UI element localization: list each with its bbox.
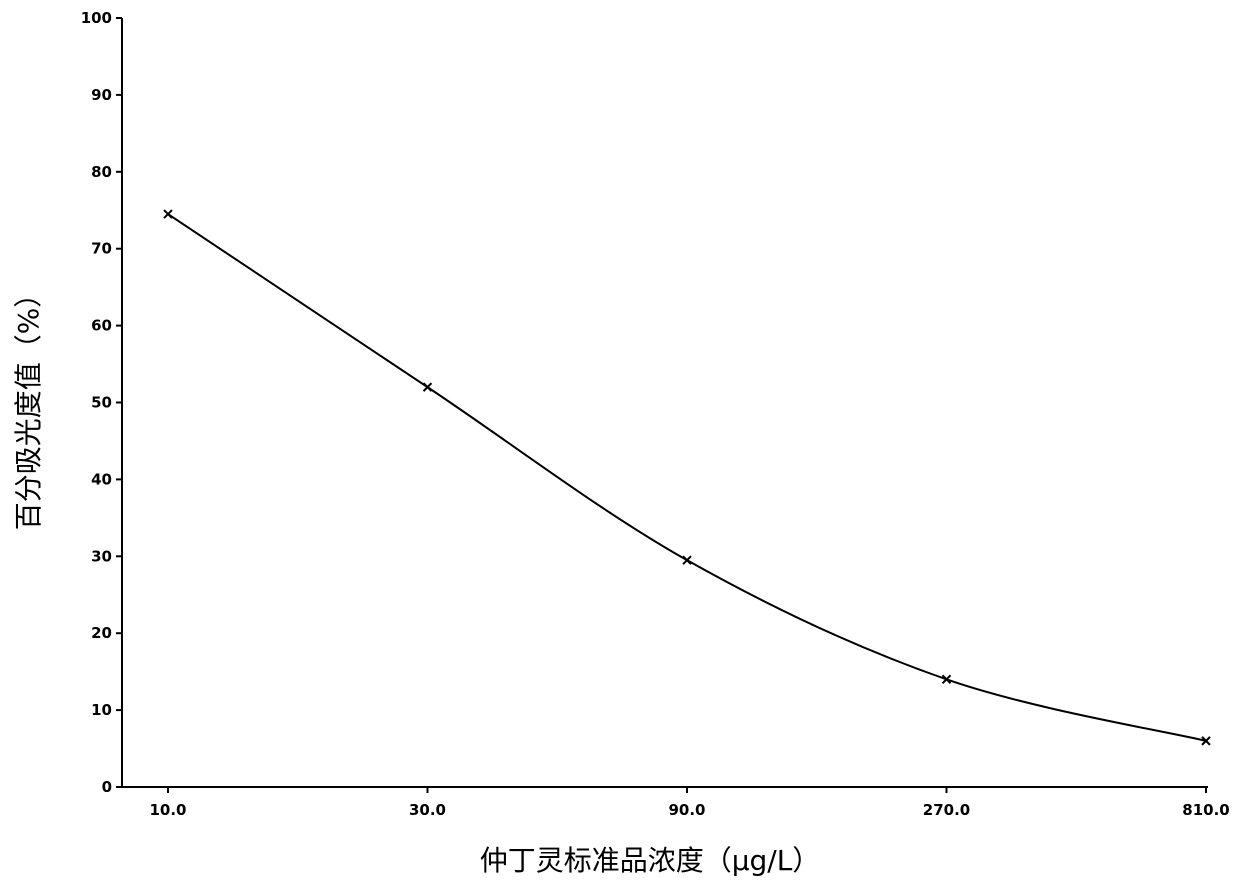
- y-axis-title: 百分吸光度值（%）: [12, 280, 45, 531]
- x-ticks: 10.0 30.0 90.0 270.0 810.0: [149, 787, 1229, 819]
- y-tick-label: 40: [91, 470, 112, 488]
- y-tick-label: 20: [91, 624, 112, 642]
- y-tick-label: 30: [91, 547, 112, 565]
- x-tick-label: 90.0: [668, 801, 705, 819]
- x-tick-label: 270.0: [923, 801, 970, 819]
- data-point-marker: [683, 556, 691, 564]
- data-point-marker: [164, 210, 172, 218]
- data-point-marker: [424, 383, 432, 391]
- y-tick-label: 0: [102, 778, 112, 796]
- y-tick-label: 10: [91, 701, 112, 719]
- x-tick-label: 810.0: [1182, 801, 1229, 819]
- y-tick-label: 90: [91, 86, 112, 104]
- y-tick-label: 80: [91, 163, 112, 181]
- x-axis-title: 仲丁灵标准品浓度（μg/L）: [480, 844, 821, 877]
- y-tick-label: 70: [91, 240, 112, 258]
- y-tick-label: 60: [91, 317, 112, 335]
- x-tick-label: 10.0: [149, 801, 186, 819]
- y-ticks: 0 10 20 30 40 50 60 70 80 90 100: [81, 9, 122, 796]
- series-group: [164, 210, 1210, 745]
- y-tick-label: 50: [91, 394, 112, 412]
- y-tick-label: 100: [81, 9, 112, 27]
- series-line: [168, 214, 1206, 741]
- x-tick-label: 30.0: [409, 801, 446, 819]
